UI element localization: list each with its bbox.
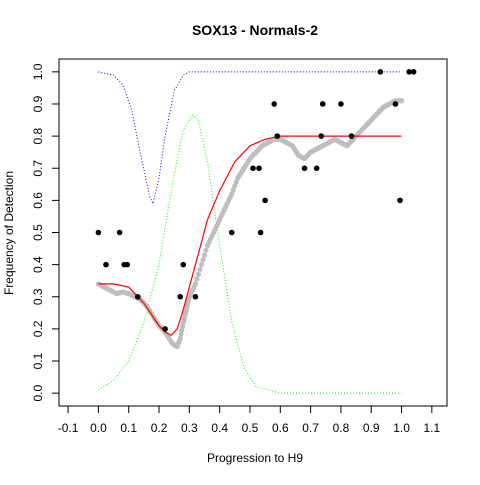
x-tick-label: 1.1 bbox=[424, 421, 441, 435]
chart-title: SOX13 - Normals-2 bbox=[192, 22, 318, 38]
observed-point bbox=[228, 229, 235, 236]
y-tick-label: 0.5 bbox=[31, 224, 45, 241]
smoothed-point bbox=[177, 335, 183, 342]
x-tick-label: 1.0 bbox=[393, 421, 410, 435]
observed-point bbox=[319, 101, 326, 107]
smoothed-point bbox=[233, 179, 239, 185]
observed-point bbox=[192, 293, 199, 300]
observed-point bbox=[95, 229, 102, 236]
x-tick-label: 0.6 bbox=[272, 421, 289, 435]
lower-dotted-curve bbox=[98, 114, 402, 394]
observed-point bbox=[406, 69, 412, 75]
smoothed-point bbox=[232, 183, 238, 189]
x-tick-label: 0.4 bbox=[211, 421, 228, 435]
smoothed-point bbox=[192, 281, 199, 287]
observed-point bbox=[410, 69, 417, 75]
observed-point bbox=[162, 326, 168, 332]
observed-point bbox=[271, 101, 278, 107]
y-tick-label: 0.0 bbox=[31, 384, 45, 401]
observed-point bbox=[124, 261, 131, 268]
smoothed-point bbox=[229, 191, 235, 197]
observed-point bbox=[177, 293, 184, 300]
observed-point bbox=[135, 293, 141, 300]
observed-point bbox=[301, 165, 308, 172]
y-tick-label: 0.6 bbox=[31, 192, 45, 209]
plot-layer: -0.1 0.0 0.1 0.2 0.3 0.4 0.5 0.6 0.7 0.8 0.9 1.0 1.1… bbox=[31, 63, 441, 435]
observed-point bbox=[262, 197, 268, 204]
smoothed-point bbox=[230, 187, 236, 193]
y-tick-label: 0.2 bbox=[31, 320, 45, 337]
smoothed-point bbox=[179, 323, 186, 330]
y-tick-label: 0.7 bbox=[31, 160, 45, 177]
smoothed-point bbox=[203, 247, 209, 253]
smoothed-point bbox=[198, 262, 205, 268]
observed-point bbox=[257, 229, 264, 236]
x-tick-label: 0.8 bbox=[333, 421, 350, 435]
observed-point bbox=[103, 261, 109, 268]
y-tick-label: 0.8 bbox=[31, 127, 45, 144]
observed-point bbox=[256, 165, 262, 172]
x-tick-label: -0.1 bbox=[58, 421, 79, 435]
observed-point bbox=[397, 197, 403, 204]
observed-point bbox=[274, 133, 281, 139]
x-tick-label: 0.7 bbox=[302, 421, 319, 435]
smoothed-point bbox=[178, 331, 184, 338]
observed-point bbox=[250, 165, 256, 172]
y-axis-label: Frequency of Detection bbox=[2, 171, 16, 295]
y-tick-label: 1.0 bbox=[31, 63, 45, 80]
x-tick-label: 0.3 bbox=[181, 421, 198, 435]
x-tick-label: 0.1 bbox=[120, 421, 137, 435]
fitted-curve bbox=[98, 135, 402, 337]
smoothed-point bbox=[179, 327, 185, 334]
x-tick-label: 0.0 bbox=[90, 421, 107, 435]
observed-point bbox=[377, 69, 384, 75]
observed-point bbox=[318, 133, 325, 139]
x-tick-label: 0.9 bbox=[363, 421, 380, 435]
smoothed-point bbox=[197, 266, 203, 273]
observed-point bbox=[313, 165, 320, 172]
observed-point bbox=[392, 101, 399, 107]
smoothed-point bbox=[194, 276, 200, 282]
x-tick-label: 0.2 bbox=[151, 421, 168, 435]
x-axis-label: Progression to H9 bbox=[207, 451, 303, 465]
smoothed-point bbox=[398, 98, 405, 104]
smoothed-point bbox=[195, 271, 202, 277]
smoothed-point bbox=[201, 252, 208, 258]
observed-point bbox=[180, 261, 187, 268]
y-tick-label: 0.9 bbox=[31, 95, 45, 112]
observed-point bbox=[338, 101, 344, 107]
observed-point bbox=[116, 229, 123, 236]
y-tick-label: 0.1 bbox=[31, 352, 45, 369]
y-tick-label: 0.3 bbox=[31, 288, 45, 305]
smoothed-point bbox=[200, 257, 206, 263]
x-tick-label: 0.5 bbox=[242, 421, 259, 435]
y-tick-label: 0.4 bbox=[31, 256, 45, 273]
observed-point bbox=[348, 133, 355, 139]
